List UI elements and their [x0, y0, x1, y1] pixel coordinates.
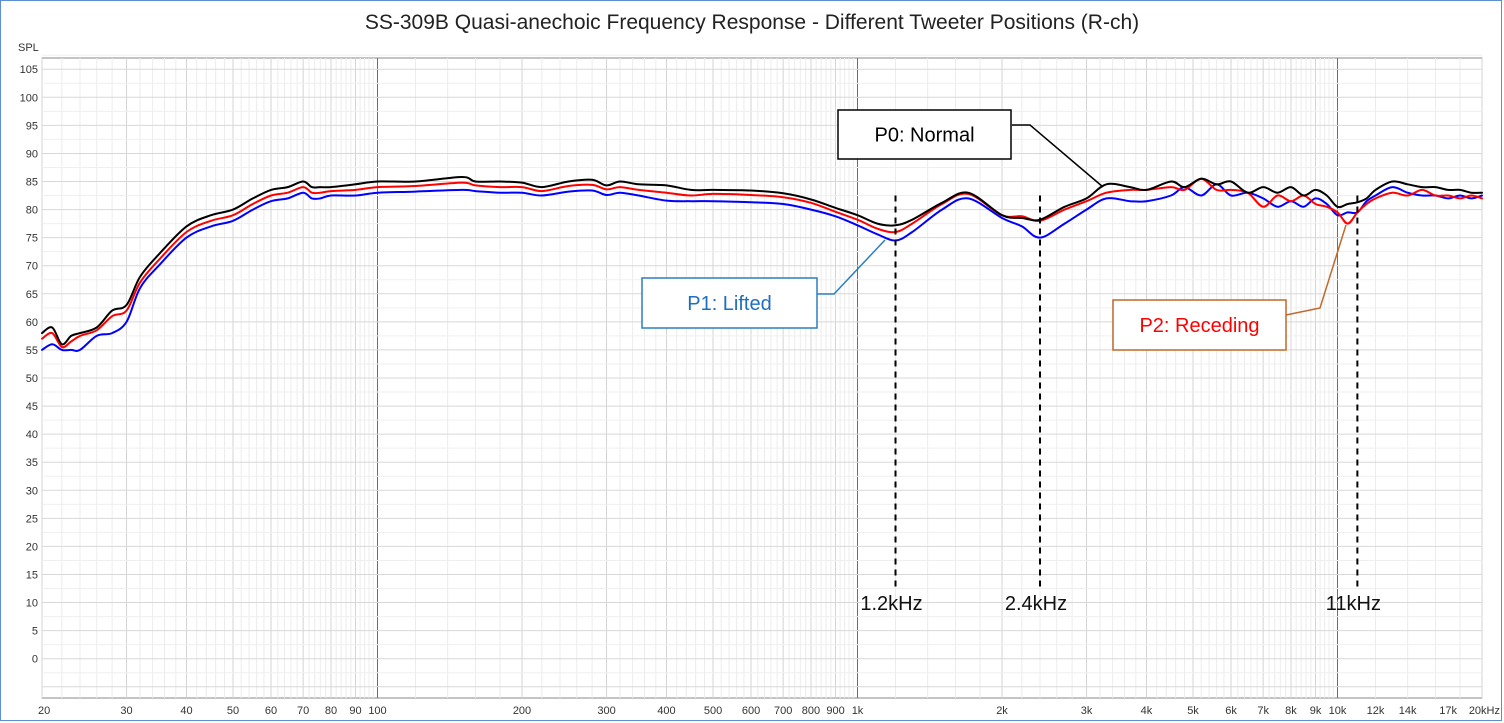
x-tick-label: 20kHz: [1469, 705, 1500, 717]
marker-label: 11kHz: [1326, 593, 1381, 615]
x-tick-label: 4k: [1141, 705, 1153, 717]
y-tick-label: 75: [26, 233, 38, 245]
y-axis-label: SPL: [18, 42, 39, 54]
y-tick-label: 45: [26, 401, 38, 413]
x-axis: 20 30 40 50 60 70 80 90 100 200 300 400 500 600 700 800…: [38, 705, 1500, 717]
x-tick-label: 2k: [996, 705, 1008, 717]
y-tick-label: 20: [26, 541, 38, 553]
annotation-box: [1112, 299, 1287, 351]
x-tick-label: 3k: [1081, 705, 1093, 717]
y-tick-label: 105: [20, 64, 38, 76]
series-group: [41, 176, 1483, 352]
annotation-label: P0: Normal: [874, 125, 974, 147]
annotation-box: [837, 109, 1012, 160]
annotation-label: P2: Receding: [1139, 315, 1259, 337]
annotation-leader-line: [817, 239, 886, 295]
y-tick-label: 30: [26, 485, 38, 497]
x-tick-label: 20: [38, 705, 50, 717]
x-tick-label: 5k: [1187, 705, 1199, 717]
marker-label: 1.2kHz: [860, 593, 922, 615]
series-line-normal: [41, 176, 1483, 346]
x-tick-label: 100: [368, 705, 386, 717]
y-tick-label: 15: [26, 569, 38, 581]
x-tick-label: 70: [297, 705, 309, 717]
x-tick-label: 6k: [1225, 705, 1237, 717]
x-tick-label: 7k: [1257, 705, 1269, 717]
y-tick-label: 100: [20, 92, 38, 104]
y-tick-label: 65: [26, 289, 38, 301]
y-tick-label: 25: [26, 513, 38, 525]
x-tick-label: 900: [826, 705, 844, 717]
x-tick-label: 60: [265, 705, 277, 717]
x-tick-label: 10k: [1329, 705, 1347, 717]
annotation-box: [641, 277, 818, 329]
x-tick-label: 90: [349, 705, 361, 717]
frequency-markers: 1.2kHz 2.4kHz 11kHz: [860, 195, 1381, 615]
y-tick-label: 5: [32, 626, 38, 638]
y-tick-label: 70: [26, 261, 38, 273]
x-tick-label: 300: [597, 705, 615, 717]
x-tick-label: 17k: [1439, 705, 1457, 717]
y-tick-label: 35: [26, 457, 38, 469]
x-tick-label: 8k: [1285, 705, 1297, 717]
series-line-lifted: [41, 183, 1483, 352]
x-tick-label: 80: [325, 705, 337, 717]
grid: [41, 54, 1483, 698]
x-tick-label: 12k: [1367, 705, 1385, 717]
annotation-leader-line: [1285, 224, 1347, 316]
x-tick-label: 14k: [1399, 705, 1417, 717]
y-tick-label: 10: [26, 598, 38, 610]
x-tick-label: 700: [774, 705, 792, 717]
y-tick-label: 55: [26, 345, 38, 357]
x-tick-label: 50: [227, 705, 239, 717]
x-tick-label: 9k: [1310, 705, 1322, 717]
x-tick-label: 40: [180, 705, 192, 717]
y-tick-label: 95: [26, 120, 38, 132]
y-axis: 0 5 10 15 20 25 30 35 40 45 50 55 60 65 70 75 80 85 90 95 10…: [20, 64, 38, 665]
y-tick-label: 85: [26, 177, 38, 189]
y-tick-label: 40: [26, 429, 38, 441]
x-tick-label: 1k: [852, 705, 864, 717]
y-tick-label: 90: [26, 148, 38, 160]
y-tick-label: 0: [32, 654, 38, 666]
y-tick-label: 60: [26, 317, 38, 329]
x-tick-label: 400: [657, 705, 675, 717]
x-tick-label: 600: [742, 705, 760, 717]
x-tick-label: 30: [120, 705, 132, 717]
annotation-label: P1: Lifted: [687, 293, 772, 315]
x-tick-label: 500: [704, 705, 722, 717]
marker-label: 2.4kHz: [1005, 593, 1067, 615]
annotation-leader-line: [1012, 124, 1104, 188]
y-tick-label: 50: [26, 373, 38, 385]
x-tick-label: 800: [802, 705, 820, 717]
series-line-receding: [41, 177, 1483, 349]
y-tick-label: 80: [26, 205, 38, 217]
x-tick-label: 200: [513, 705, 531, 717]
annotations: P0: Normal P1: Lifted P2: Receding: [641, 109, 1347, 351]
chart-title: SS-309B Quasi-anechoic Frequency Respons…: [364, 11, 1140, 34]
